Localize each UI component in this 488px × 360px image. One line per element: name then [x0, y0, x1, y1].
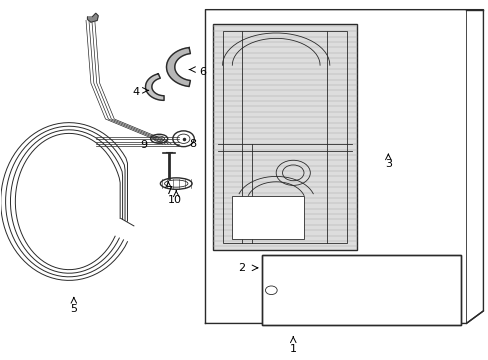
Polygon shape — [166, 48, 190, 86]
Bar — [212, 24, 356, 250]
Bar — [222, 31, 346, 243]
Text: 5: 5 — [70, 304, 77, 314]
Text: 3: 3 — [384, 159, 391, 169]
Polygon shape — [145, 74, 163, 100]
Text: 9: 9 — [140, 140, 147, 150]
Text: 4: 4 — [132, 87, 140, 97]
Text: 8: 8 — [189, 139, 197, 149]
Bar — [232, 196, 304, 239]
Text: 1: 1 — [289, 343, 296, 354]
Text: 7: 7 — [164, 186, 172, 197]
Text: 6: 6 — [199, 67, 206, 77]
Text: 10: 10 — [168, 195, 182, 205]
Bar — [261, 255, 461, 325]
Bar — [261, 255, 461, 325]
Text: 2: 2 — [238, 263, 245, 273]
Polygon shape — [87, 13, 98, 22]
